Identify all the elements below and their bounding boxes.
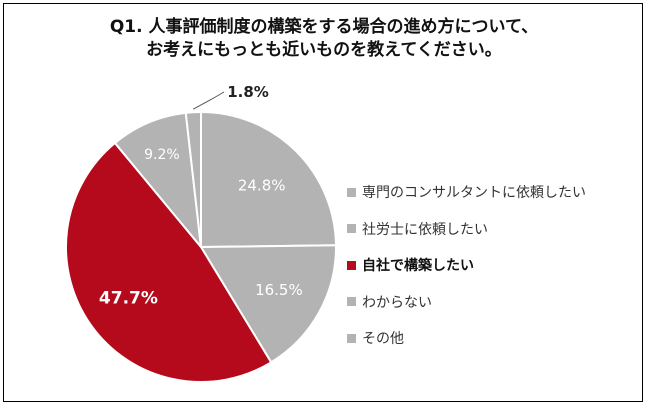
legend-label: 専門のコンサルタントに依頼したい — [362, 185, 586, 201]
legend-swatch — [347, 333, 356, 343]
pie-slice — [65, 141, 273, 383]
legend-item: 社労士に依頼したい — [347, 219, 586, 239]
legend-label: わからない — [362, 294, 432, 311]
legend-swatch — [347, 260, 356, 270]
leader-line — [192, 91, 225, 110]
slice-value-label: 47.7% — [99, 289, 158, 309]
chart-legend: 専門のコンサルタントに依頼したい 社労士に依頼したい 自社で構築したい わからないその… — [347, 182, 586, 365]
legend-label: 社労士に依頼したい — [362, 221, 488, 238]
slice-value-label: 24.8% — [238, 177, 286, 195]
chart-title: Q1. 人事評価制度の構築をする場合の進め方について、 お考えにもっとも近いもの… — [0, 16, 648, 62]
legend-swatch — [347, 297, 356, 306]
legend-label: 自社で構築したい — [362, 258, 474, 274]
slice-value-label: 9.2% — [144, 147, 180, 163]
pie-slice — [200, 110, 338, 249]
legend-swatch — [347, 187, 356, 197]
legend-item: 専門のコンサルタントに依頼したい — [347, 182, 586, 202]
pie-slice — [199, 244, 337, 364]
chart-title-line-1: Q1. 人事評価制度の構築をする場合の進め方について、 — [109, 17, 539, 37]
legend-item: 自社で構築したい — [347, 255, 586, 275]
pie-slice — [184, 110, 202, 248]
legend-item: わからない — [347, 292, 586, 312]
slice-value-label: 1.8% — [227, 83, 269, 101]
slice-value-label: 16.5% — [255, 281, 303, 299]
chart-title-line-2: お考えにもっとも近いものを教えてください。 — [146, 40, 502, 60]
legend-swatch — [347, 224, 356, 233]
legend-label: その他 — [362, 331, 404, 347]
legend-item: その他 — [347, 328, 586, 348]
pie-slice — [113, 111, 203, 251]
